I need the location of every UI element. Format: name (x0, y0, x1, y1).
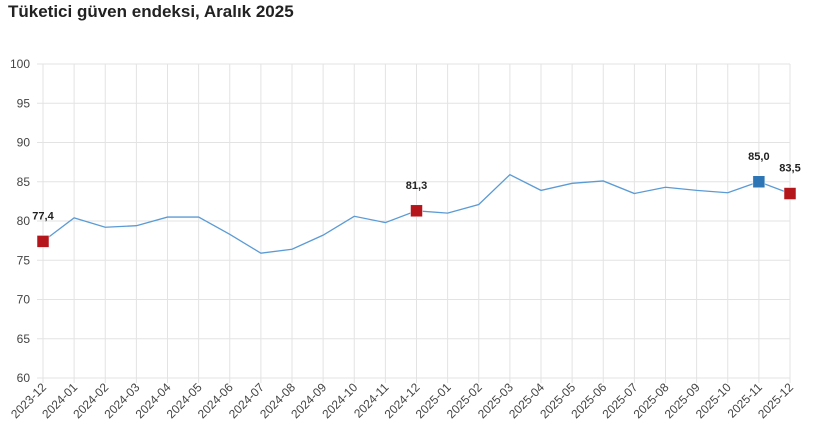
x-tick-label: 2025-12 (755, 380, 796, 421)
highlight-marker (36, 235, 50, 248)
y-tick-label: 100 (10, 57, 30, 71)
highlight-marker (752, 175, 766, 188)
data-label: 81,3 (406, 180, 427, 192)
y-tick-label: 90 (17, 136, 31, 150)
data-label: 85,0 (748, 151, 769, 163)
y-tick-label: 85 (17, 175, 31, 189)
y-tick-label: 65 (17, 332, 31, 346)
chart-title: Tüketici güven endeksi, Aralık 2025 (8, 2, 294, 21)
data-label: 83,5 (779, 163, 800, 175)
y-tick-label: 80 (17, 214, 31, 228)
y-tick-label: 70 (17, 293, 31, 307)
highlight-marker (783, 187, 797, 200)
highlight-marker (410, 204, 423, 218)
y-tick-label: 60 (17, 371, 31, 385)
y-tick-label: 95 (17, 96, 31, 110)
y-tick-label: 75 (17, 253, 31, 267)
data-label: 77,4 (32, 210, 54, 222)
